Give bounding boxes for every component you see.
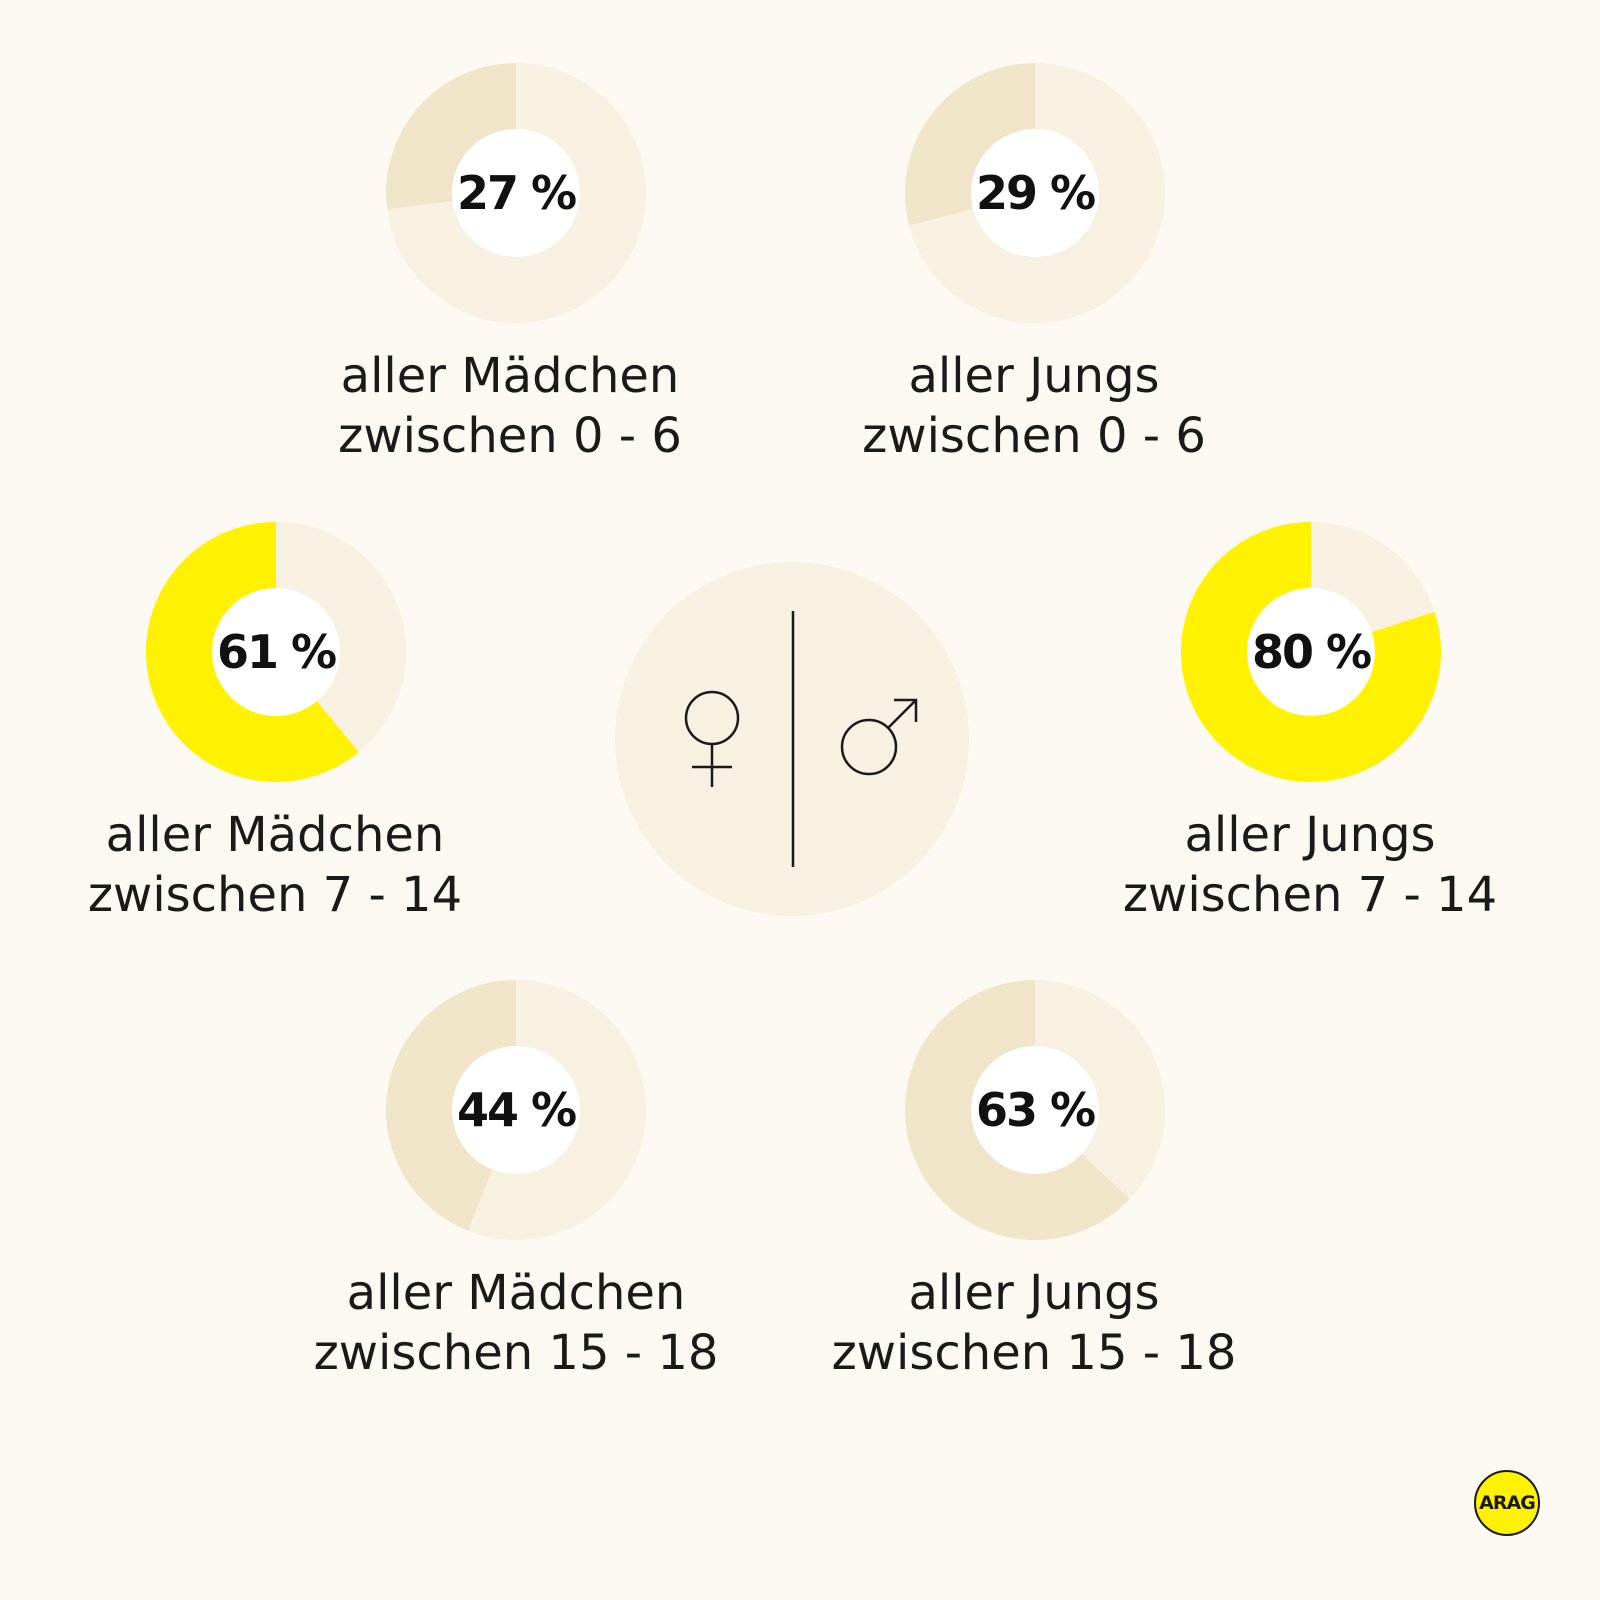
donut-percent-label: 80 % bbox=[1252, 625, 1371, 679]
donut-caption: aller Mädchen zwischen 0 - 6 bbox=[230, 346, 790, 466]
caption-line-1: aller Mädchen bbox=[340, 348, 680, 404]
donut-hole bbox=[971, 129, 1099, 257]
donut-percent-label: 61 % bbox=[217, 625, 336, 679]
donut-percent-label: 63 % bbox=[976, 1083, 1095, 1137]
donut-caption: aller Jungs zwischen 15 - 18 bbox=[754, 1263, 1314, 1383]
caption-line-2: zwischen 15 - 18 bbox=[313, 1325, 719, 1381]
caption-line-1: aller Jungs bbox=[908, 348, 1160, 404]
donut-hole bbox=[212, 588, 340, 716]
donut-caption: aller Jungs zwischen 0 - 6 bbox=[754, 346, 1314, 466]
donut-hole bbox=[452, 129, 580, 257]
donut-percent-label: 27 % bbox=[457, 166, 576, 220]
caption-line-2: zwischen 0 - 6 bbox=[338, 408, 682, 464]
donut-caption: aller Mädchen zwischen 7 - 14 bbox=[0, 805, 555, 925]
arag-logo: ARAG bbox=[1474, 1470, 1540, 1536]
caption-line-2: zwischen 0 - 6 bbox=[862, 408, 1206, 464]
donut-chart: 27 % bbox=[386, 63, 646, 323]
female-icon bbox=[684, 690, 740, 787]
donut-caption: aller Mädchen zwischen 15 - 18 bbox=[236, 1263, 796, 1383]
donut-chart: 61 % bbox=[145, 522, 406, 782]
donut-chart: 80 % bbox=[1181, 522, 1441, 782]
caption-line-1: aller Mädchen bbox=[346, 1265, 686, 1321]
donut-hole bbox=[1247, 588, 1375, 716]
donut-chart: 29 % bbox=[905, 63, 1165, 323]
donut-percent-label: 44 % bbox=[457, 1083, 576, 1137]
donut-percent-label: 29 % bbox=[976, 166, 1095, 220]
caption-line-1: aller Jungs bbox=[1184, 807, 1436, 863]
gender-symbols-circle bbox=[615, 562, 969, 916]
caption-line-1: aller Jungs bbox=[908, 1265, 1160, 1321]
caption-line-2: zwischen 7 - 14 bbox=[87, 867, 463, 923]
donut-chart: 63 % bbox=[904, 980, 1165, 1240]
caption-line-2: zwischen 15 - 18 bbox=[831, 1325, 1237, 1381]
donut-caption: aller Jungs zwischen 7 - 14 bbox=[1030, 805, 1590, 925]
caption-line-1: aller Mädchen bbox=[105, 807, 445, 863]
caption-line-2: zwischen 7 - 14 bbox=[1122, 867, 1498, 923]
male-icon bbox=[840, 698, 918, 776]
donut-chart: 44 % bbox=[386, 980, 646, 1240]
donut-hole bbox=[452, 1046, 580, 1174]
donut-segment bbox=[386, 980, 516, 1231]
donut-hole bbox=[971, 1046, 1099, 1174]
